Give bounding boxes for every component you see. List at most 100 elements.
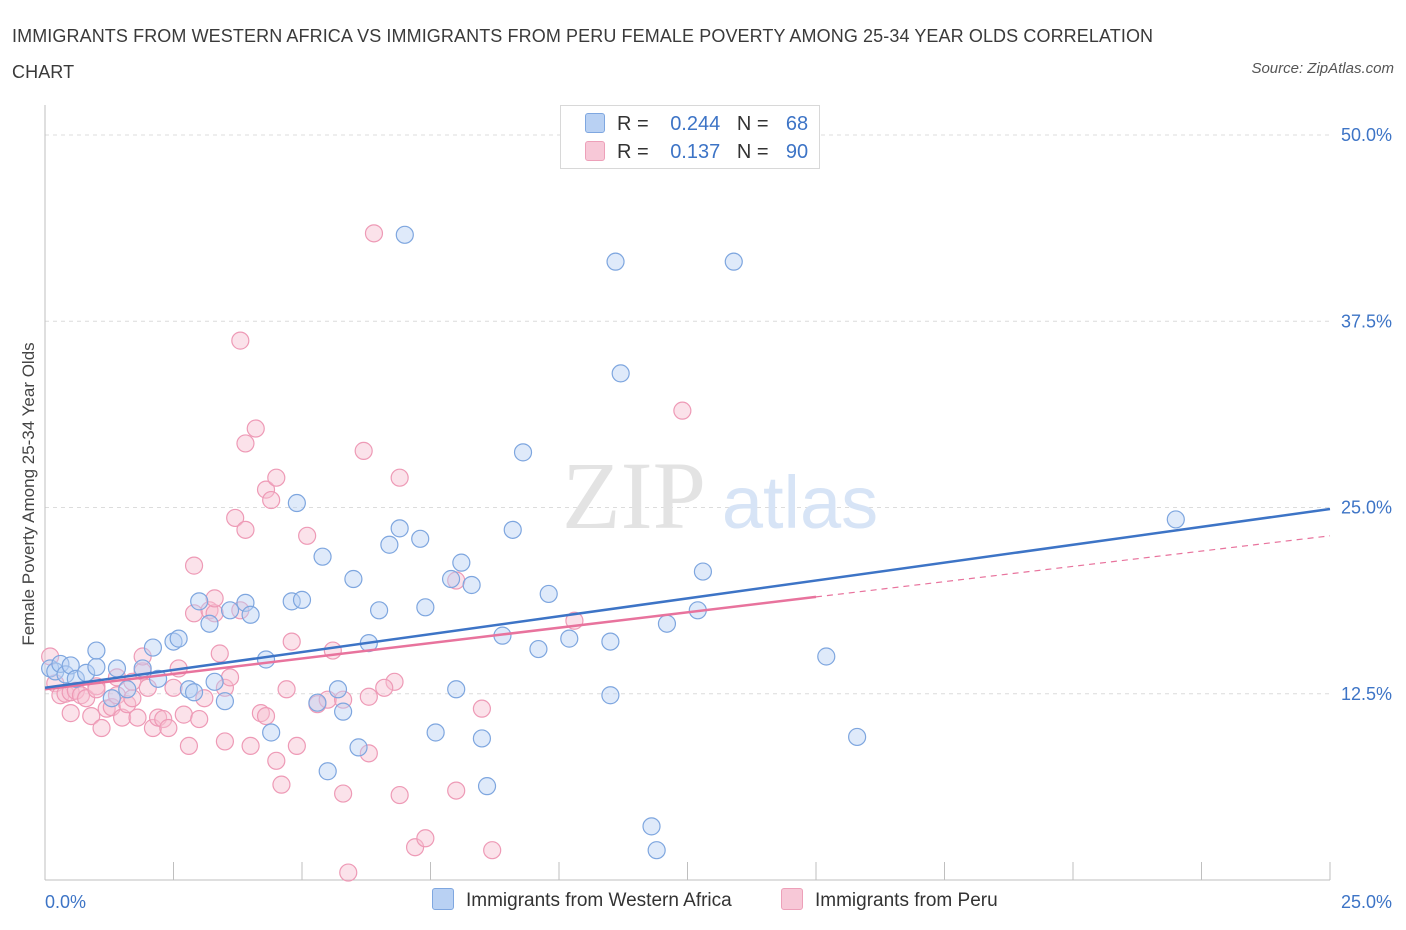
peru-point (359, 687, 378, 706)
peru-point (390, 468, 409, 487)
stats-legend: R = 0.244 N = 68 R = 0.137 N = 90 (560, 105, 820, 169)
western-africa-point (262, 723, 281, 742)
western-africa-point (601, 632, 620, 651)
western-africa-point (560, 629, 579, 648)
peru-point (220, 668, 240, 687)
peru-point (123, 689, 142, 708)
legend-r-label: R = (617, 113, 649, 135)
peru-point (143, 718, 163, 738)
peru-point (174, 705, 193, 724)
western-africa-point (107, 659, 127, 678)
peru-point (472, 699, 491, 718)
western-africa-point (503, 520, 522, 539)
peru-point (267, 468, 286, 487)
legend-row-western-africa: R = 0.244 N = 68 (585, 110, 808, 138)
western-africa-point (447, 680, 466, 699)
bottom-legend-label: Immigrants from Western Africa (466, 890, 732, 911)
peru-point (236, 520, 255, 539)
peru-point (385, 672, 404, 691)
western-africa-trend-line (44, 507, 1331, 690)
western-africa-point (642, 817, 661, 836)
peru-point (334, 784, 353, 803)
y-tick-label: 12.5% (1341, 684, 1392, 704)
western-africa-point (606, 252, 625, 271)
western-africa-point (241, 605, 260, 624)
legend-n-label: N = (736, 113, 769, 135)
peru-point (673, 401, 692, 420)
peru-point (195, 689, 214, 708)
western-africa-point (426, 723, 445, 742)
western-africa-point (472, 729, 491, 748)
western-africa-point (848, 727, 867, 747)
peru-point (154, 709, 173, 729)
y-tick-label: 25.0% (1341, 498, 1392, 518)
western-africa-point (724, 252, 743, 271)
western-africa-point (411, 529, 430, 548)
western-africa-point (292, 590, 312, 609)
western-africa-point (200, 614, 219, 633)
x-tick-label: 25.0% (1341, 892, 1392, 912)
peru-point (405, 838, 425, 857)
western-africa-point (693, 562, 713, 581)
western-africa-point (184, 683, 204, 702)
peru-point (272, 775, 291, 794)
peru-point (77, 689, 96, 708)
western-africa-point (601, 686, 620, 705)
peru-point (138, 678, 157, 697)
legend-swatch-pink (585, 141, 605, 161)
peru-point (184, 556, 204, 575)
western-africa-point (817, 647, 836, 666)
western-africa-point (539, 584, 558, 604)
western-africa-point (102, 689, 121, 708)
western-africa-point (61, 656, 80, 675)
peru-point (71, 686, 91, 705)
legend-r-label: R = (617, 141, 649, 163)
western-africa-point (87, 657, 106, 677)
western-africa-point (416, 598, 435, 617)
western-africa-point (344, 569, 363, 589)
blue-points (41, 225, 1185, 860)
y-tick-label: 37.5% (1341, 311, 1392, 331)
peru-point (236, 434, 255, 453)
western-africa-point (529, 639, 548, 659)
western-africa-point (318, 762, 337, 781)
peru-point (226, 508, 245, 528)
western-africa-point (179, 680, 199, 699)
legend-row-peru: R = 0.137 N = 90 (585, 138, 808, 166)
bottom-legend-peru: Immigrants from Peru (781, 888, 998, 914)
peru-point (205, 589, 224, 608)
bottom-legend-label: Immigrants from Peru (815, 890, 998, 911)
peru-point (364, 224, 384, 243)
peru-point (267, 751, 286, 770)
western-africa-point (334, 702, 353, 721)
peru-point (159, 718, 178, 738)
western-africa-point (41, 659, 60, 678)
western-africa-point (236, 593, 255, 612)
peru-point (416, 829, 435, 848)
western-africa-point (87, 641, 106, 660)
peru-point (107, 686, 127, 705)
peru-point (215, 732, 234, 751)
peru-point (112, 708, 132, 727)
western-africa-point (220, 601, 240, 620)
peru-point (179, 736, 199, 756)
watermark: ZIP atlas (562, 442, 878, 549)
western-africa-point (313, 547, 332, 566)
legend-n-label: N = (736, 141, 769, 163)
axes (44, 105, 1331, 881)
peru-point (256, 706, 276, 726)
peru-point (375, 678, 394, 697)
western-africa-point (287, 493, 306, 513)
peru-point (190, 709, 209, 729)
peru-point (118, 695, 137, 714)
peru-trend-line (44, 595, 817, 691)
peru-point (164, 678, 183, 697)
peru-trend-extension (815, 535, 1331, 598)
peru-point (61, 704, 80, 723)
peru-point (184, 604, 204, 623)
peru-point (287, 736, 306, 756)
peru-point (82, 706, 101, 726)
peru-point (200, 601, 219, 620)
source-label: Source: ZipAtlas.com (1251, 60, 1394, 77)
